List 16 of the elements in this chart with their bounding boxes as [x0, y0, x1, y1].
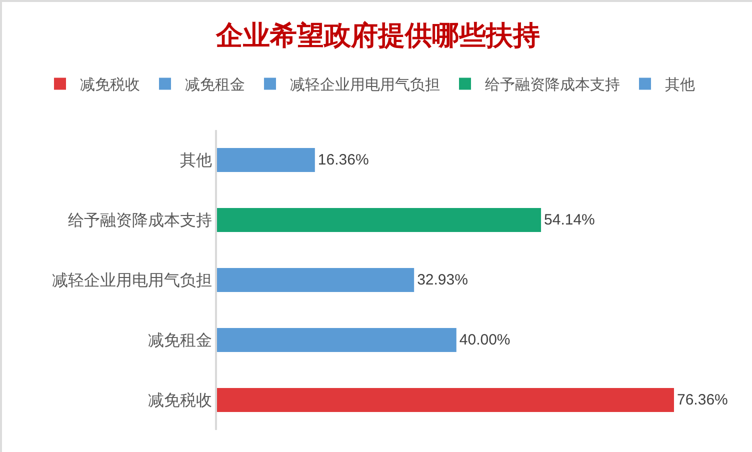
y-tick-label: 减免税收 [148, 392, 212, 410]
chart-title: 企业希望政府提供哪些扶持 [215, 20, 540, 50]
data-label: 54.14% [544, 212, 595, 228]
legend-label: 其他 [665, 76, 695, 94]
data-label: 16.36% [318, 152, 369, 168]
y-tick-label: 其他 [180, 152, 212, 170]
data-label: 40.00% [459, 332, 510, 348]
data-label: 32.93% [417, 272, 468, 288]
legend-label: 给予融资降成本支持 [485, 76, 620, 94]
legend-label: 减轻企业用电用气负担 [290, 76, 440, 94]
legend-label: 减免税收 [80, 76, 140, 94]
y-tick-label: 给予融资降成本支持 [68, 212, 212, 230]
y-tick-label: 减免租金 [148, 332, 212, 350]
legend-label: 减免租金 [185, 76, 245, 94]
y-tick-label: 减轻企业用电用气负担 [52, 272, 212, 290]
data-label: 76.36% [677, 392, 728, 408]
